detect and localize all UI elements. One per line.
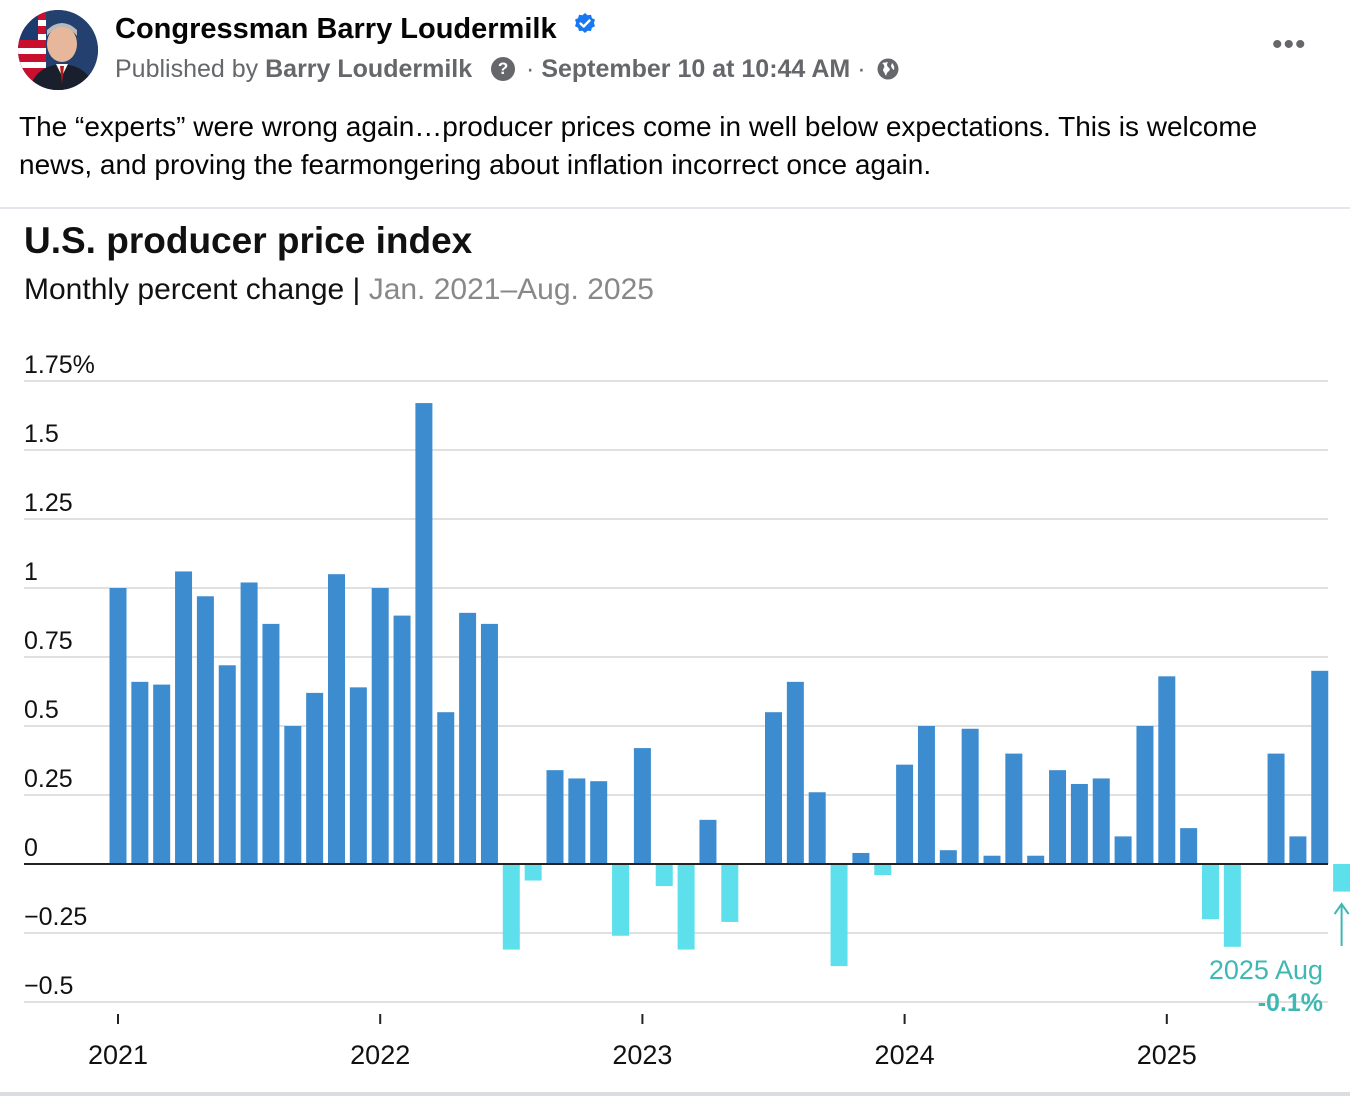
bar bbox=[655, 864, 673, 887]
post-text: The “experts” were wrong again…producer … bbox=[19, 111, 1258, 180]
bar bbox=[1311, 670, 1329, 864]
bar bbox=[393, 615, 411, 864]
y-tick-label: −0.5 bbox=[24, 972, 73, 1000]
meta-separator-2: · bbox=[857, 55, 866, 83]
bar bbox=[721, 864, 739, 922]
bar bbox=[852, 852, 870, 864]
y-tick-label: −0.25 bbox=[24, 903, 87, 931]
post-timestamp[interactable]: September 10 at 10:44 AM bbox=[541, 55, 851, 83]
chart-date-range: Jan. 2021–Aug. 2025 bbox=[368, 273, 654, 306]
bar bbox=[328, 574, 345, 864]
globe-icon[interactable] bbox=[876, 57, 900, 81]
bar bbox=[153, 684, 171, 864]
bar bbox=[1027, 855, 1045, 864]
bar bbox=[1333, 864, 1350, 892]
chart-subtitle: Monthly percent change | Jan. 2021–Aug. … bbox=[24, 273, 654, 307]
bar bbox=[983, 855, 1001, 864]
bar bbox=[1070, 783, 1088, 864]
bar bbox=[590, 781, 608, 864]
bar bbox=[1136, 726, 1154, 864]
bar bbox=[1092, 778, 1110, 864]
bar bbox=[568, 778, 586, 864]
bar bbox=[1005, 753, 1023, 864]
more-icon[interactable]: ••• bbox=[1272, 28, 1307, 61]
annotation-label: 2025 Aug bbox=[1208, 955, 1323, 985]
bar bbox=[677, 864, 695, 950]
published-by-label: Published by bbox=[115, 55, 259, 83]
bar bbox=[284, 726, 302, 864]
bar bbox=[502, 864, 520, 950]
bar bbox=[1114, 836, 1132, 864]
x-tick-label: 2024 bbox=[875, 1040, 935, 1070]
bar bbox=[699, 819, 717, 864]
bar bbox=[612, 864, 630, 936]
x-tick-label: 2022 bbox=[350, 1040, 410, 1070]
bar bbox=[175, 571, 193, 864]
bar bbox=[1180, 828, 1198, 864]
avatar-image bbox=[18, 10, 98, 90]
x-tick-label: 2023 bbox=[612, 1040, 672, 1070]
bar bbox=[196, 596, 214, 864]
bar bbox=[633, 748, 651, 864]
bar bbox=[524, 864, 542, 881]
verified-badge-icon bbox=[574, 13, 595, 33]
x-tick-label: 2021 bbox=[88, 1040, 148, 1070]
x-tick-label: 2025 bbox=[1137, 1040, 1197, 1070]
bottom-divider bbox=[0, 1092, 1350, 1096]
bar bbox=[1049, 770, 1067, 864]
y-tick-label: 0.5 bbox=[24, 696, 59, 724]
avatar[interactable] bbox=[18, 10, 98, 90]
bar bbox=[917, 726, 935, 864]
bar bbox=[459, 612, 477, 864]
bar bbox=[371, 588, 389, 864]
y-tick-label: 1.25 bbox=[24, 489, 73, 517]
y-tick-label: 1 bbox=[24, 558, 38, 586]
bar bbox=[349, 687, 367, 864]
y-tick-label: 1.5 bbox=[24, 420, 59, 448]
bar bbox=[1267, 753, 1285, 864]
bar bbox=[546, 770, 564, 864]
bar bbox=[830, 864, 848, 967]
page-name[interactable]: Congressman Barry Loudermilk bbox=[115, 12, 597, 46]
bar bbox=[415, 403, 433, 864]
bar bbox=[480, 623, 498, 864]
bar bbox=[131, 681, 149, 864]
annotation-value: -0.1% bbox=[1257, 989, 1323, 1017]
chart-title: U.S. producer price index bbox=[24, 220, 473, 261]
bar bbox=[437, 712, 455, 864]
post-meta: Published by Barry Loudermilk ? · Septem… bbox=[115, 55, 900, 84]
annotation-arrow-icon bbox=[1333, 902, 1350, 915]
bar bbox=[786, 681, 804, 864]
meta-separator: · bbox=[526, 55, 535, 83]
y-tick-label: 0.75 bbox=[24, 627, 73, 655]
y-tick-label: 1.75% bbox=[24, 351, 95, 379]
bar bbox=[109, 588, 127, 864]
page-name-text[interactable]: Congressman Barry Loudermilk bbox=[115, 13, 557, 45]
y-tick-label: 0.25 bbox=[24, 765, 73, 793]
bar bbox=[262, 623, 280, 864]
bar bbox=[306, 692, 324, 864]
y-tick-label: 0 bbox=[24, 834, 38, 862]
question-icon[interactable]: ? bbox=[491, 57, 516, 81]
bar bbox=[218, 665, 236, 864]
author-link[interactable]: Barry Loudermilk bbox=[265, 55, 473, 83]
bar bbox=[765, 712, 782, 864]
bar bbox=[961, 728, 979, 864]
bar bbox=[1223, 864, 1241, 947]
chart-subtitle-text: Monthly percent change bbox=[24, 273, 345, 306]
chart-subtitle-separator: | bbox=[352, 273, 361, 306]
bar bbox=[874, 864, 892, 876]
post-header: Congressman Barry Loudermilk Published b… bbox=[0, 0, 1350, 100]
divider bbox=[0, 207, 1350, 209]
bar bbox=[808, 792, 826, 864]
bar bbox=[240, 582, 258, 864]
bar bbox=[939, 850, 957, 864]
chart: 1.75% 1.5 1.25 1 0.75 0.5 0.25 0 −0.25 −0.5 2021 20… bbox=[24, 351, 1350, 1070]
bar bbox=[1158, 676, 1176, 864]
bar bbox=[1202, 864, 1219, 920]
bar bbox=[1289, 836, 1307, 864]
bar bbox=[896, 764, 914, 864]
